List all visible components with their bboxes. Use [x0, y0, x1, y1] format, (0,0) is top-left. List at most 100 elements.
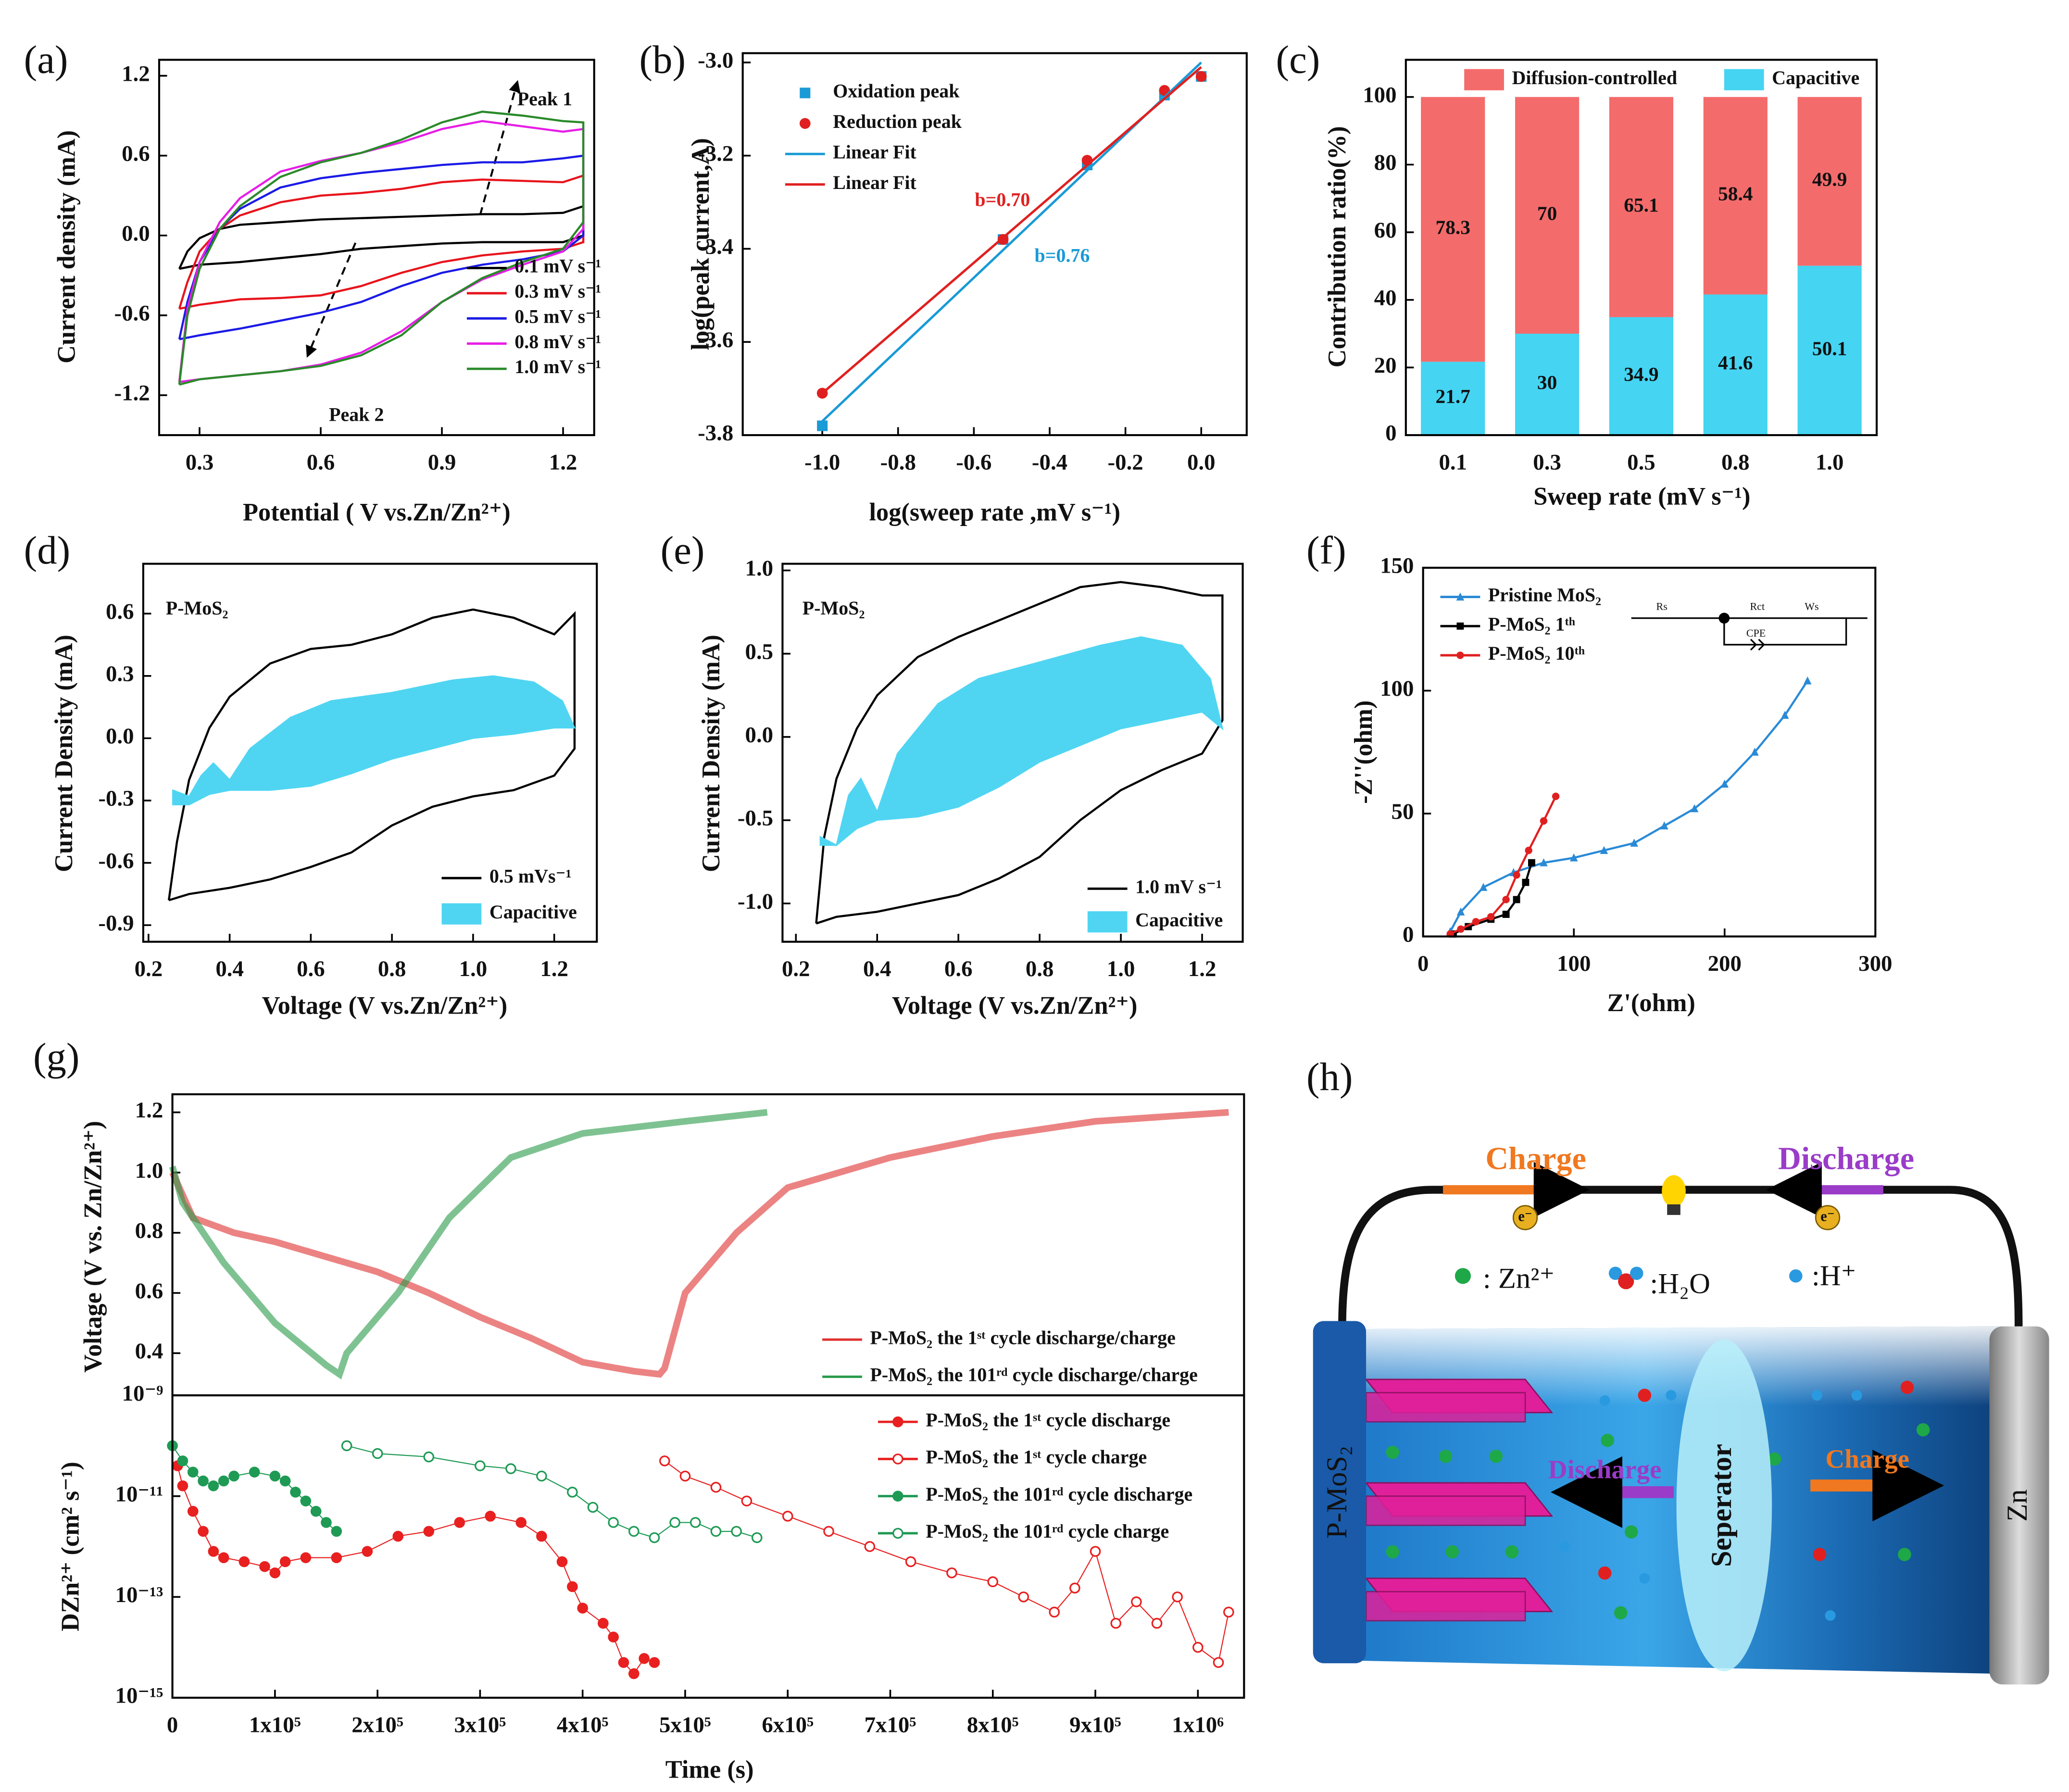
marker — [1660, 821, 1668, 830]
x-tick-label: 200 — [1708, 951, 1742, 976]
legend-marker — [1456, 652, 1464, 659]
legend-label: Diffusion-controlled — [1512, 67, 1678, 88]
x-tick-label: 0.3 — [186, 450, 214, 475]
inset-label: Rct — [1750, 601, 1765, 613]
marker — [505, 1463, 516, 1474]
marker — [198, 1526, 209, 1537]
line — [178, 110, 585, 386]
h-ions — [1559, 1390, 1862, 1621]
marker — [1803, 676, 1812, 685]
y-tick-label: 0.0 — [745, 722, 774, 747]
legend-label: P-MoS₂ 1ᵗʰ — [1488, 613, 1575, 635]
legend-marker — [892, 1454, 903, 1465]
y-tick-label: -1.2 — [114, 381, 150, 406]
discharge-inner-label: Discharge — [1548, 1455, 1662, 1484]
data-label: 50.1 — [1812, 337, 1847, 359]
marker — [249, 1466, 260, 1478]
x-tick-label: 4x10⁵ — [557, 1712, 609, 1737]
legend-marker — [799, 118, 811, 129]
x-tick-label: 0 — [167, 1712, 178, 1737]
legend-label: Oxidation peak — [833, 80, 960, 102]
panel-label: (h) — [1306, 1054, 1353, 1099]
panel-label: (d) — [24, 528, 70, 572]
marker — [1151, 1617, 1163, 1629]
x-tick-label: 1.2 — [540, 956, 568, 981]
marker — [300, 1552, 312, 1564]
marker — [279, 1556, 291, 1567]
y-tick-label: 0.6 — [106, 599, 134, 624]
legend-label: Pristine MoS₂ — [1488, 584, 1601, 606]
x-tick-label: -0.2 — [1108, 450, 1143, 475]
marker — [587, 1502, 599, 1513]
marker — [731, 1526, 742, 1537]
anode — [1313, 1321, 1367, 1664]
x-tick-label: 100 — [1557, 951, 1591, 976]
line — [177, 1466, 655, 1675]
mos2-layers — [1365, 1378, 1554, 1622]
y-tick-label: 1.2 — [135, 1098, 163, 1123]
peak-arrow — [479, 80, 521, 215]
y-tick-label: -0.6 — [98, 848, 134, 873]
panel-label: (f) — [1306, 528, 1346, 572]
separator — [1676, 1340, 1772, 1671]
marker — [279, 1475, 291, 1487]
line — [815, 581, 1224, 925]
marker — [690, 1517, 701, 1528]
marker — [1569, 853, 1578, 862]
y-tick-label: 0.0 — [106, 724, 134, 749]
y-tick-label: 0.4 — [135, 1339, 163, 1364]
marker — [187, 1466, 199, 1478]
marker — [1513, 871, 1520, 879]
bulb-base — [1667, 1204, 1680, 1215]
marker — [567, 1487, 578, 1498]
x-tick-label: 1.0 — [1107, 956, 1135, 981]
x-tick-label: 300 — [1858, 951, 1892, 976]
x-tick-label: 7x10⁵ — [865, 1712, 916, 1737]
marker — [423, 1526, 435, 1537]
battery-diagram: (h) Charge Discharge e⁻ e⁻ : Zn²⁺ :H₂O :… — [1306, 1054, 2049, 1685]
legend-label: Capacitive — [489, 901, 577, 923]
inset-label: Rs — [1656, 601, 1668, 613]
marker — [362, 1546, 373, 1557]
marker — [269, 1567, 281, 1579]
line — [169, 1109, 1229, 1378]
marker — [310, 1505, 322, 1517]
x-tick-label: -0.4 — [1032, 450, 1067, 475]
marker — [1502, 911, 1510, 918]
separator-label: Seperator — [1705, 1444, 1738, 1567]
legend-label: Reduction peak — [833, 111, 962, 132]
marker — [1552, 792, 1560, 800]
data-label: 58.4 — [1718, 183, 1753, 205]
legend-label: P-MoS₂ the 1ˢᵗ cycle discharge/charge — [870, 1327, 1175, 1348]
legend-swatch — [441, 903, 482, 925]
marker — [1018, 1591, 1029, 1603]
x-axis-label: log(sweep rate ,mV s⁻¹) — [869, 499, 1120, 526]
line — [169, 1109, 768, 1379]
y-tick-label: 0.3 — [106, 662, 134, 687]
h-icon — [1789, 1269, 1803, 1283]
marker — [628, 1668, 640, 1679]
data-label: 70 — [1537, 202, 1557, 224]
marker — [817, 420, 828, 431]
marker — [392, 1530, 404, 1542]
peak-arrow — [306, 242, 357, 358]
y-tick-label: 10⁻⁹ — [122, 1381, 163, 1406]
bulb — [1662, 1175, 1686, 1207]
legend-label: 1.0 mV s⁻¹ — [1135, 876, 1222, 898]
marker — [187, 1505, 199, 1517]
marker — [218, 1552, 229, 1564]
bar — [1797, 265, 1862, 435]
marker — [208, 1480, 219, 1491]
x-tick-label: -1.0 — [804, 450, 840, 475]
data-label: 30 — [1537, 371, 1557, 393]
x-tick-label: -0.6 — [956, 450, 991, 475]
line — [178, 120, 585, 383]
marker — [321, 1517, 332, 1528]
marker — [536, 1470, 547, 1482]
x-tick-label: 1.2 — [1188, 956, 1216, 981]
line — [1449, 680, 1808, 932]
data-label: 41.6 — [1718, 351, 1753, 374]
zn-ions — [1386, 1423, 1930, 1620]
bar — [1703, 97, 1768, 295]
y-tick-label: 40 — [1374, 285, 1397, 310]
